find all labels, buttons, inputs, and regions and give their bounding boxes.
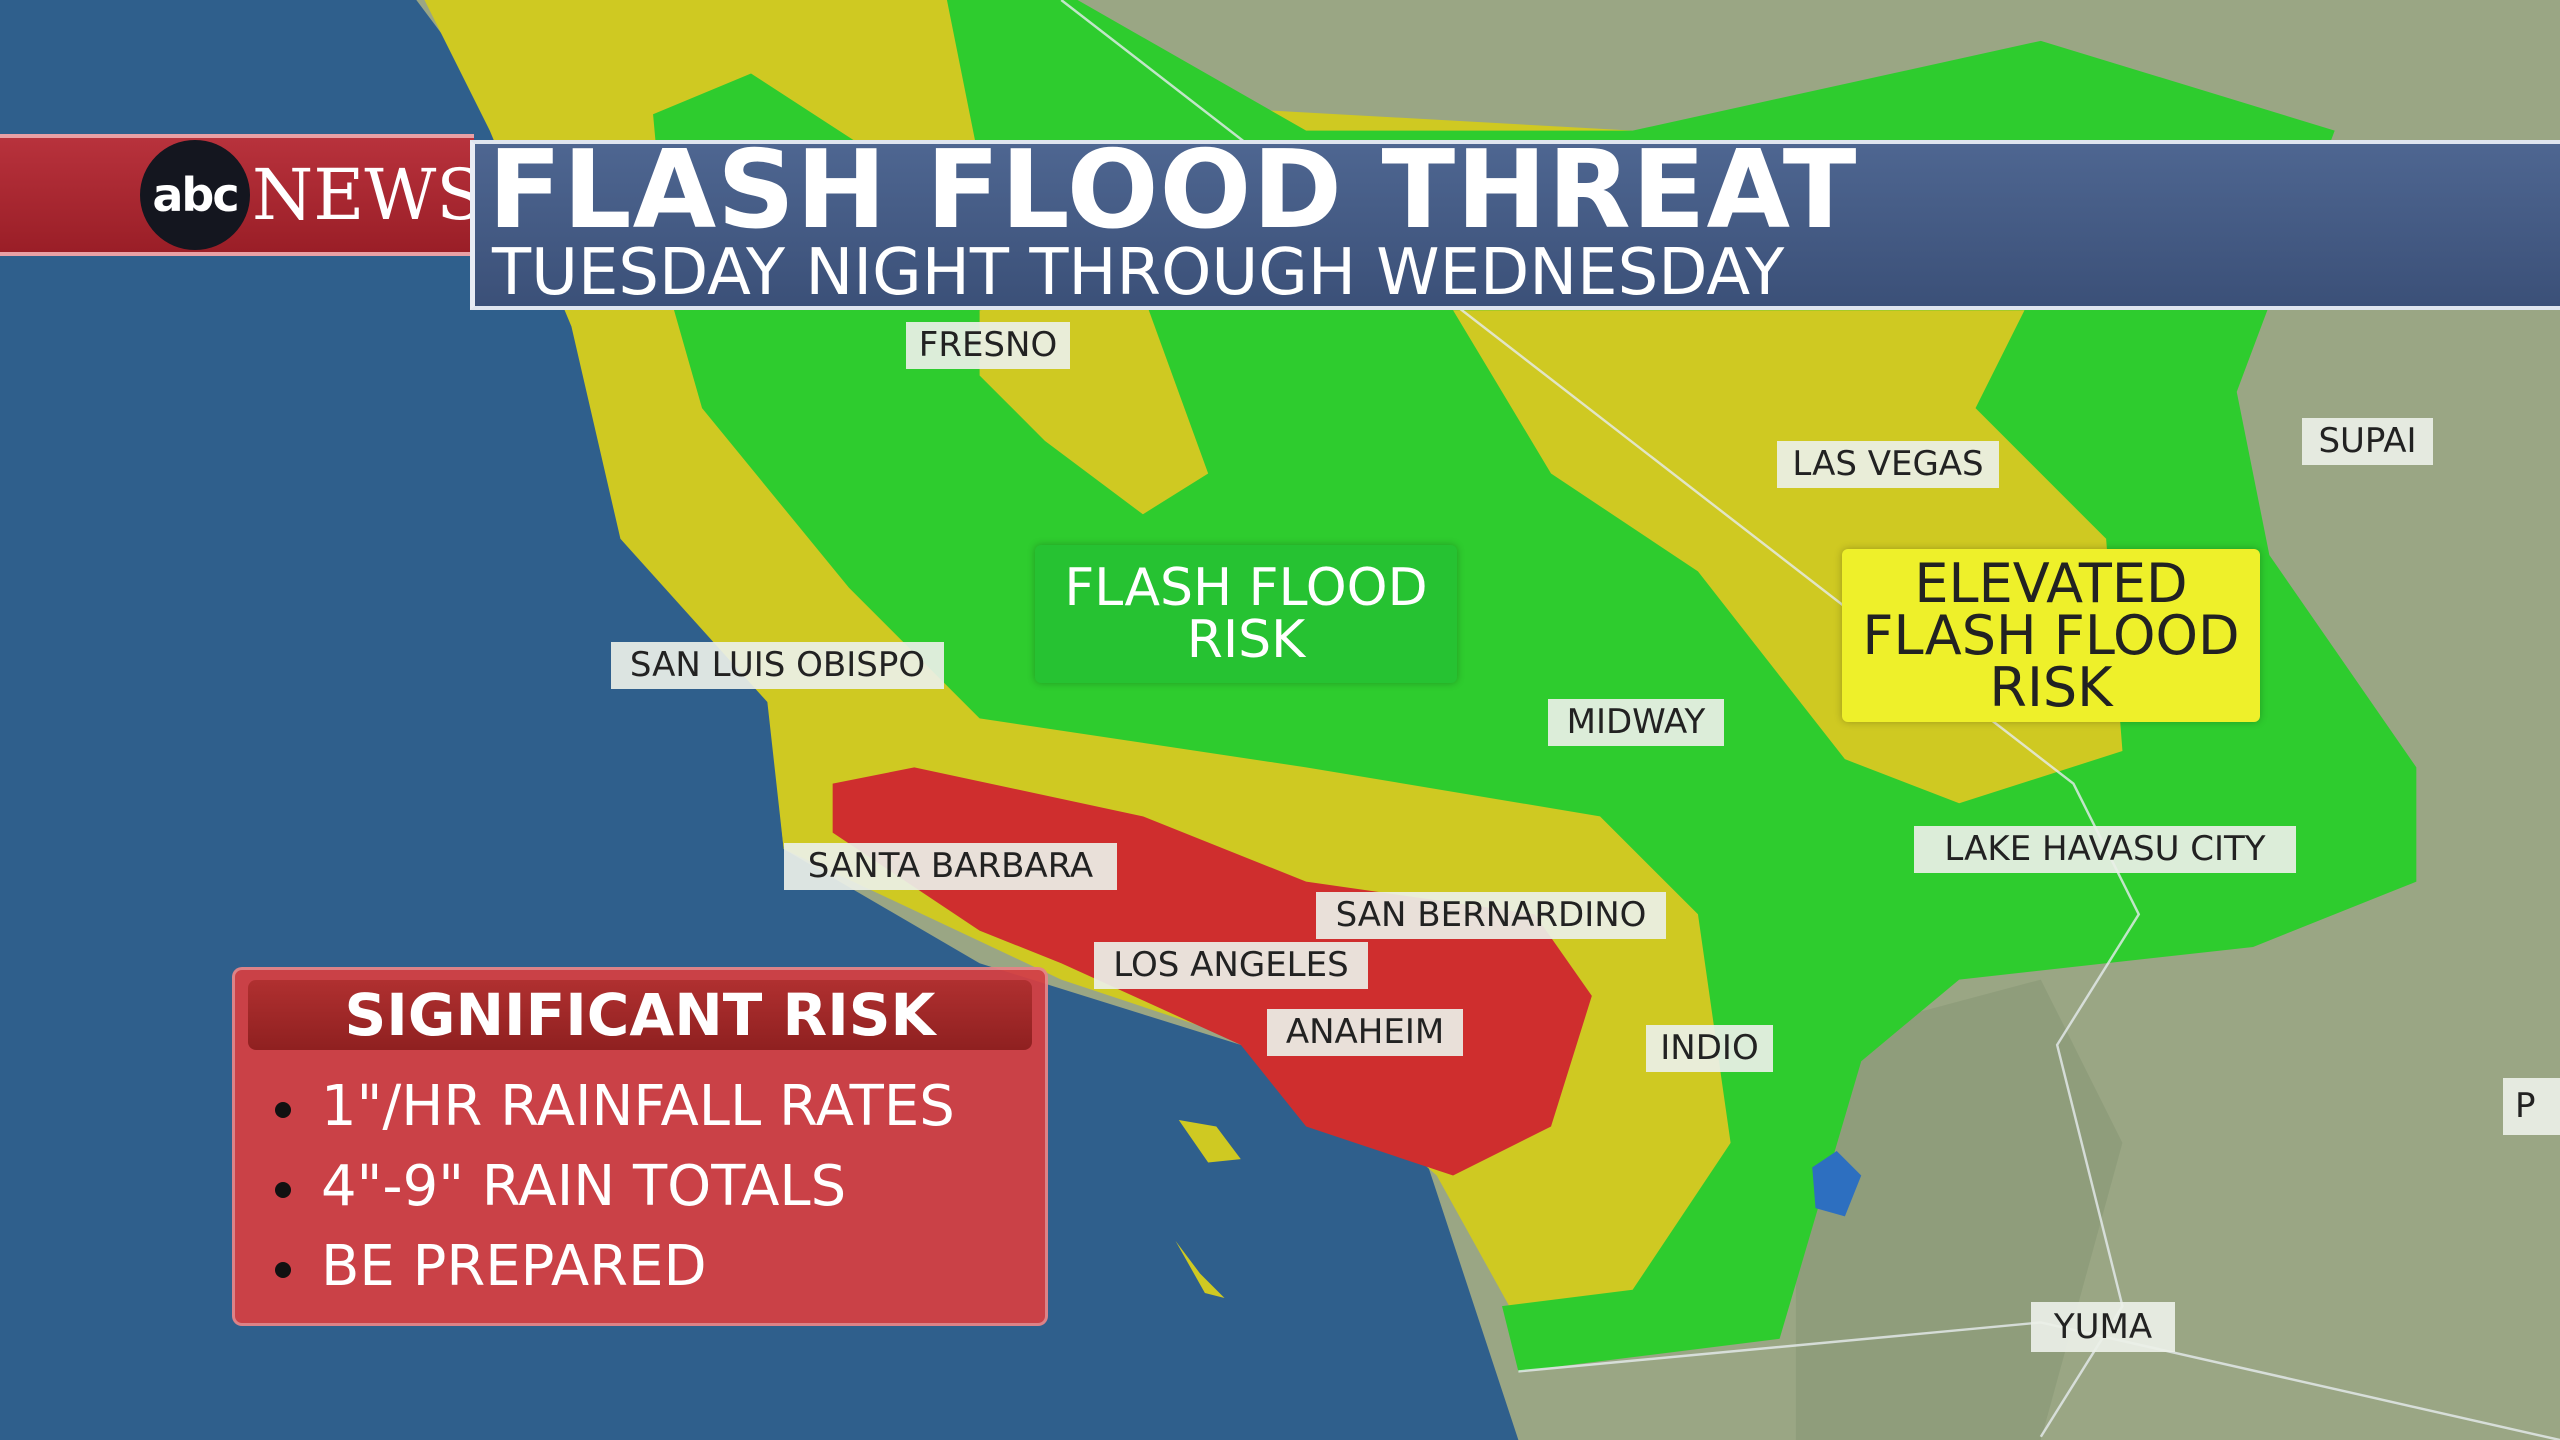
city-label-lake-havasu-city: LAKE HAVASU CITY	[1914, 826, 2296, 873]
city-label-indio: INDIO	[1646, 1025, 1773, 1072]
page-title: FLASH FLOOD THREAT	[488, 128, 1858, 253]
page-subtitle: TUESDAY NIGHT THROUGH WEDNESDAY	[492, 236, 1785, 310]
legend-bullet: 1"/HR RAINFALL RATES	[275, 1074, 955, 1140]
city-label-san-luis-obispo: SAN LUIS OBISPO	[611, 642, 944, 689]
city-label-las-vegas: LAS VEGAS	[1777, 441, 1999, 488]
news-wordmark: NEWS	[252, 154, 485, 236]
city-label-los-angeles: LOS ANGELES	[1094, 942, 1368, 989]
title-panel	[470, 140, 2560, 310]
city-label-fresno: FRESNO	[906, 322, 1070, 369]
city-label-santa-barbara: SANTA BARBARA	[784, 843, 1117, 890]
legend-title: SIGNIFICANT RISK	[248, 980, 1032, 1050]
legend-bullet: 4"-9" RAIN TOTALS	[275, 1154, 846, 1220]
city-label-yuma: YUMA	[2031, 1302, 2175, 1352]
zone-label-line: ELEVATED	[1914, 551, 2188, 615]
city-label-partial: P	[2503, 1078, 2560, 1135]
city-label-anaheim: ANAHEIM	[1267, 1009, 1463, 1056]
lake	[1812, 1151, 1862, 1217]
bullet-icon	[275, 1181, 291, 1198]
legend-bullet: BE PREPARED	[275, 1234, 707, 1300]
bullet-text: 1"/HR RAINFALL RATES	[321, 1074, 955, 1139]
bullet-text: BE PREPARED	[321, 1234, 707, 1299]
zone-label-line: FLASH FLOOD	[1862, 603, 2240, 667]
zone-label-line: RISK	[1186, 610, 1306, 670]
zone-label-line: FLASH FLOOD	[1064, 558, 1428, 618]
city-label-san-bernardino: SAN BERNARDINO	[1316, 892, 1666, 939]
bullet-text: 4"-9" RAIN TOTALS	[321, 1154, 847, 1219]
city-label-supai: SUPAI	[2302, 418, 2433, 465]
bullet-icon	[275, 1261, 291, 1278]
abc-logo-text: abc	[152, 168, 239, 222]
flash-flood-risk-label: FLASH FLOOD RISK	[1035, 545, 1457, 683]
island	[1175, 1120, 1241, 1298]
elevated-flash-flood-risk-label: ELEVATED FLASH FLOOD RISK	[1842, 549, 2260, 722]
abc-logo: abc	[140, 140, 250, 250]
city-label-midway: MIDWAY	[1548, 699, 1724, 746]
zone-label-line: RISK	[1989, 655, 2113, 719]
bullet-icon	[275, 1101, 291, 1118]
